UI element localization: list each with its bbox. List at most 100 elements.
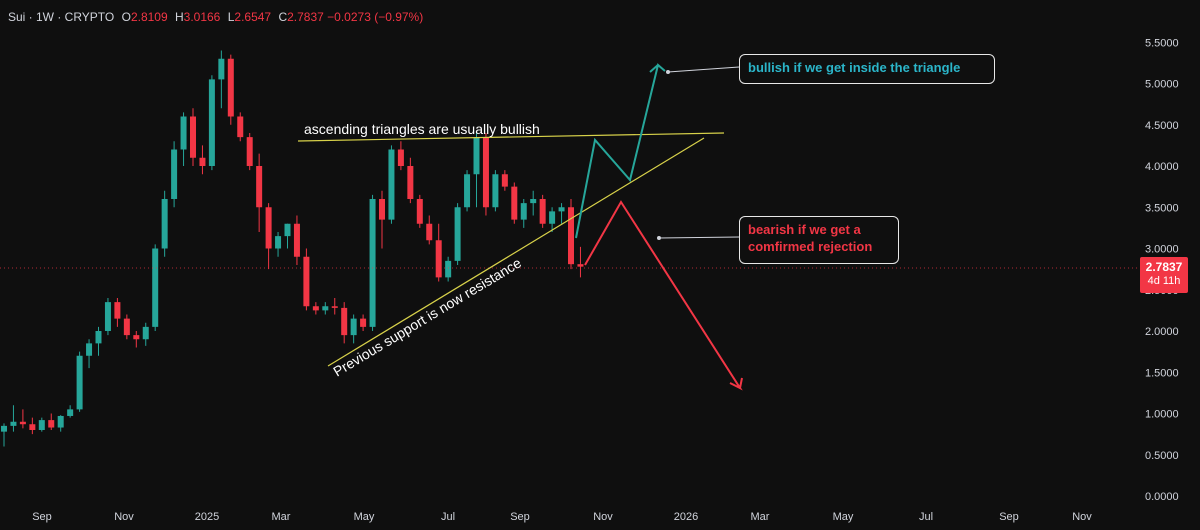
candle[interactable]	[48, 413, 55, 431]
x-tick-label: Nov	[1072, 511, 1092, 523]
bullish-callout-connector	[667, 66, 740, 73]
close-label: C	[278, 10, 288, 24]
candle[interactable]	[558, 203, 565, 224]
candlestick-series	[1, 50, 584, 447]
candle[interactable]	[1, 423, 7, 447]
candle[interactable]	[341, 302, 348, 344]
candle[interactable]	[123, 314, 130, 340]
x-axis[interactable]: Sep Nov 2025 Mar May Jul Sep Nov 2026 Mar May Jul Se…	[32, 511, 1092, 523]
candle[interactable]	[549, 207, 556, 232]
bullish-path[interactable]	[575, 63, 666, 239]
candle[interactable]	[171, 141, 178, 208]
x-tick-label: Sep	[32, 511, 52, 523]
candle[interactable]	[104, 298, 111, 336]
candle[interactable]	[237, 112, 244, 142]
x-tick-label: Mar	[751, 511, 770, 523]
x-tick-label: Nov	[114, 511, 134, 523]
candle[interactable]	[67, 405, 74, 418]
candle[interactable]	[464, 170, 471, 212]
candle[interactable]	[161, 190, 168, 257]
symbol-label[interactable]: Sui · 1W · CRYPTO	[8, 10, 115, 24]
candle[interactable]	[86, 339, 93, 369]
candle[interactable]	[312, 302, 319, 315]
candle[interactable]	[445, 256, 452, 282]
change-value: −0.0273 (−0.97%)	[327, 10, 424, 24]
candle[interactable]	[416, 194, 423, 228]
candle[interactable]	[350, 314, 357, 344]
high-label: H	[174, 10, 184, 24]
y-tick-label: 0.0000	[1145, 491, 1179, 503]
bullish-callout-text: bullish if we get inside the triangle	[748, 60, 961, 75]
candle[interactable]	[180, 112, 187, 166]
bearish-callout-dot	[657, 236, 661, 240]
candle[interactable]	[95, 326, 102, 356]
candle[interactable]	[379, 190, 385, 249]
bearish-path[interactable]	[584, 200, 743, 391]
close-value: 2.7837	[287, 10, 324, 24]
candle[interactable]	[360, 314, 367, 332]
candle[interactable]	[142, 322, 149, 346]
candle[interactable]	[520, 199, 527, 228]
x-tick-label: 2026	[674, 511, 698, 523]
candle[interactable]	[246, 133, 253, 171]
x-tick-label: Sep	[510, 511, 530, 523]
candle[interactable]	[577, 246, 584, 278]
bullish-callout-dot	[666, 70, 670, 74]
candle[interactable]	[454, 203, 461, 265]
candle[interactable]	[76, 351, 83, 412]
bullish-callout[interactable]: bullish if we get inside the triangle	[739, 54, 995, 84]
y-tick-label: 2.0000	[1145, 326, 1179, 338]
candle[interactable]	[511, 182, 518, 224]
y-tick-label: 1.5000	[1145, 367, 1179, 379]
candle[interactable]	[388, 145, 395, 224]
support-trendline[interactable]	[327, 137, 705, 367]
symbol-header[interactable]: Sui · 1W · CRYPTO O2.8109 H3.0166 L2.654…	[8, 10, 423, 24]
candle[interactable]	[19, 409, 26, 429]
candle[interactable]	[322, 302, 329, 315]
candle[interactable]	[57, 415, 64, 432]
y-tick-label: 5.0000	[1145, 79, 1179, 91]
candle[interactable]	[275, 232, 282, 257]
y-axis[interactable]: 5.50005.00004.50004.00003.50003.00002.50…	[1145, 37, 1179, 503]
candle[interactable]	[303, 248, 310, 311]
open-value: 2.8109	[130, 10, 168, 24]
candle[interactable]	[208, 75, 215, 171]
y-tick-label: 3.5000	[1145, 202, 1179, 214]
candle[interactable]	[369, 194, 376, 331]
candle[interactable]	[114, 298, 121, 327]
candle[interactable]	[568, 199, 574, 270]
candle[interactable]	[199, 145, 206, 175]
candle[interactable]	[284, 223, 291, 249]
candle[interactable]	[435, 223, 442, 282]
candle[interactable]	[256, 153, 263, 232]
candle[interactable]	[38, 417, 45, 432]
candle[interactable]	[331, 298, 338, 315]
candle[interactable]	[218, 50, 225, 109]
candle[interactable]	[10, 405, 17, 432]
y-tick-label: 1.0000	[1145, 409, 1179, 421]
candle[interactable]	[29, 417, 36, 435]
candle[interactable]	[482, 133, 489, 216]
candle[interactable]	[407, 157, 414, 204]
y-tick-label: 4.5000	[1145, 120, 1179, 132]
candle[interactable]	[492, 170, 499, 212]
candle[interactable]	[227, 54, 234, 125]
y-tick-label: 5.5000	[1145, 37, 1179, 49]
candle[interactable]	[293, 215, 300, 266]
candle[interactable]	[397, 141, 404, 171]
candle[interactable]	[133, 331, 140, 348]
candle[interactable]	[473, 133, 480, 208]
candle[interactable]	[539, 194, 546, 228]
candle[interactable]	[265, 203, 272, 270]
candle[interactable]	[501, 170, 508, 191]
bearish-callout[interactable]: bearish if we get a comfirmed rejection	[739, 216, 899, 264]
resistance-trendline[interactable]	[297, 132, 725, 142]
candle[interactable]	[152, 244, 159, 331]
x-tick-label: Sep	[999, 511, 1019, 523]
x-tick-label: 2025	[195, 511, 219, 523]
candle[interactable]	[190, 108, 196, 166]
candle[interactable]	[530, 190, 537, 216]
candle[interactable]	[426, 215, 433, 245]
